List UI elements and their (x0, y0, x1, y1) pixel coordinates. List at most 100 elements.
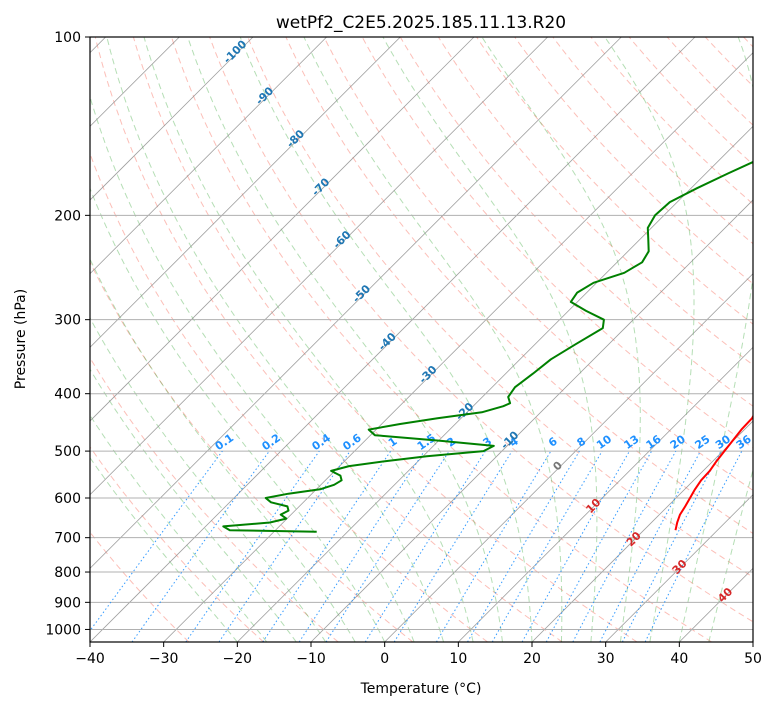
profile-lines (222, 160, 753, 533)
dry-adiabat (90, 260, 414, 642)
isotherm (237, 125, 753, 642)
moist-adiabat (90, 95, 415, 642)
isotherm (90, 37, 548, 496)
x-axis: −40 −30 −20 −10 0 10 20 30 40 50 (75, 642, 762, 667)
mixing-ratio-label: 20 (668, 432, 688, 452)
moist-adiabat (678, 37, 753, 642)
mixing-ratio-label: 0.6 (340, 431, 364, 453)
isotherm (90, 37, 327, 275)
temperature-line (674, 414, 753, 531)
y-tick-label: 600 (54, 491, 81, 507)
moist-adiabat (90, 257, 356, 642)
moist-adiabat (187, 37, 503, 642)
wetbulb-label: 0 (550, 459, 565, 474)
lcl-label: 20 (624, 529, 644, 549)
mixing-ratio-line (325, 450, 450, 642)
dry-adiabat (171, 37, 712, 642)
wetbulb-label: -40 (376, 330, 399, 353)
wetbulb-label: -100 (221, 37, 250, 66)
dry-adiabat (704, 37, 753, 87)
y-tick-label: 400 (54, 387, 81, 403)
x-tick-label: −10 (296, 651, 326, 667)
y-tick-label: 1000 (45, 622, 81, 638)
lcl-label: 30 (670, 557, 690, 577)
wetbulb-label: -90 (253, 84, 276, 107)
x-tick-label: 10 (449, 651, 467, 667)
dry-adiabat (323, 37, 753, 491)
mixing-ratio-label: 8 (575, 435, 589, 450)
y-tick-label: 900 (54, 595, 81, 611)
isotherm (90, 37, 696, 642)
dry-adiabat (247, 37, 753, 578)
isotherm (752, 641, 753, 642)
x-tick-label: −30 (149, 651, 179, 667)
dry-adiabat (552, 37, 753, 245)
x-tick-label: −40 (75, 651, 105, 667)
dry-adiabat (743, 37, 753, 48)
dry-adiabat (590, 37, 753, 205)
mixing-ratio-line (644, 450, 743, 642)
moist-adiabat (481, 37, 641, 642)
dry-adiabat (666, 37, 753, 126)
moist-adiabat (106, 37, 445, 642)
wetbulb-label: -70 (309, 175, 332, 198)
mixing-ratio-line (364, 450, 486, 642)
mixing-ratio-label: 0.2 (260, 431, 283, 453)
dry-adiabat (476, 37, 753, 325)
moist-adiabat (90, 187, 386, 642)
x-tick-label: 20 (523, 651, 541, 667)
dry-adiabat (90, 356, 339, 642)
dry-adiabat (437, 37, 753, 366)
mixing-ratio-label: 0.1 (213, 431, 236, 453)
y-tick-label: 300 (54, 313, 81, 329)
mixing-ratio-label: 16 (644, 432, 664, 452)
moist-adiabat (303, 37, 563, 642)
x-axis-label: Temperature (°C) (360, 681, 482, 697)
x-tick-label: −20 (223, 651, 253, 667)
dry-adiabat (90, 446, 264, 642)
moist-adiabat (604, 37, 695, 642)
mixing-ratio-label: 1.5 (415, 431, 438, 453)
y-axis-label: Pressure (hPa) (13, 289, 29, 389)
dry-adiabat (209, 37, 753, 623)
dry-adiabat (94, 37, 563, 642)
dry-adiabat (90, 152, 488, 642)
x-tick-label: 40 (670, 651, 688, 667)
dewpoint-line (222, 160, 753, 533)
mixing-ratio-line (572, 450, 677, 642)
chart-title: wetPf2_C2E5.2025.185.11.13.R20 (276, 13, 566, 33)
mixing-ratio-line (90, 450, 223, 632)
plot-frame (89, 36, 754, 643)
mixing-ratio-line (521, 450, 630, 642)
moist-adiabat (143, 37, 474, 642)
mixing-ratio-line (185, 450, 320, 642)
y-tick-label: 500 (54, 444, 81, 460)
mixing-ratio-line (393, 450, 513, 642)
plot-area: 0.1 0.2 0.4 0.6 1 1.5 2 3 4 6 8 10 13 16 20 25 30 36-100-… (90, 37, 753, 642)
x-tick-label: 30 (597, 651, 615, 667)
isotherm (605, 494, 753, 642)
mixing-ratio-label: 13 (621, 433, 641, 452)
wetbulb-label: -30 (416, 363, 439, 386)
isotherm (531, 420, 753, 642)
moist-adiabat (239, 37, 533, 642)
isotherm (163, 52, 753, 642)
mixing-ratio-line (467, 450, 580, 642)
moist-adiabat (708, 468, 753, 642)
moist-adiabat (90, 316, 327, 642)
isotherm (458, 346, 753, 642)
y-tick-label: 800 (54, 565, 81, 581)
wetbulb-label: -20 (453, 400, 476, 423)
isotherm (384, 273, 753, 642)
isotherm (310, 199, 753, 642)
isotherm (90, 37, 475, 422)
mixing-ratio-line (131, 450, 270, 642)
y-tick-label: 700 (54, 531, 81, 547)
y-tick-label: 100 (54, 30, 81, 46)
dry-adiabat (399, 37, 753, 407)
dry-adiabat (628, 37, 753, 166)
mixing-ratio-line (262, 450, 392, 642)
wetbulb-label: -60 (330, 228, 353, 251)
dry-adiabat (132, 37, 638, 642)
